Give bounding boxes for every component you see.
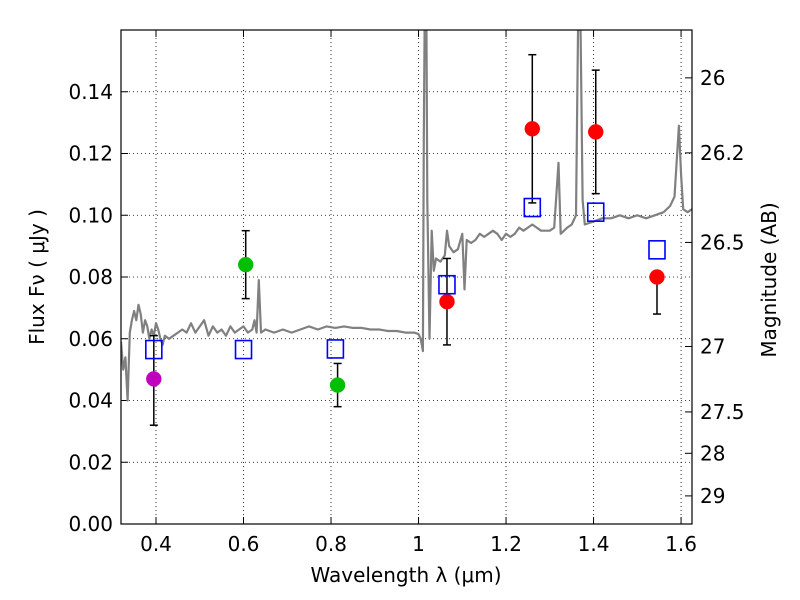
x-tick-label: 0.6 — [228, 532, 260, 556]
y-tick-label: 0.06 — [68, 327, 113, 351]
right-tick-label: 28 — [700, 441, 725, 465]
y-tick-label: 0.02 — [68, 450, 113, 474]
error-bars — [149, 53, 661, 426]
observed-point — [587, 124, 604, 140]
model-points — [145, 197, 666, 360]
model-point — [145, 339, 163, 360]
observed-point — [329, 377, 346, 393]
model-point — [234, 339, 253, 360]
x-tick-label: 1.6 — [665, 532, 697, 556]
model-point — [438, 274, 456, 295]
x-tick-label: 0.8 — [315, 532, 347, 556]
model-spectrum — [121, 30, 692, 402]
observed-points — [146, 121, 665, 393]
right-tick-label: 27.5 — [700, 400, 745, 424]
grid-lines — [121, 30, 692, 524]
spectrum-line — [121, 30, 692, 402]
model-point — [326, 339, 345, 359]
right-tick-label: 26.5 — [700, 230, 745, 254]
x-tick-label: 0.4 — [140, 532, 172, 556]
model-point — [648, 240, 666, 260]
observed-point — [439, 293, 455, 310]
x-tick-label: 1.2 — [490, 532, 522, 556]
x-tick-label: 1 — [412, 532, 425, 556]
y-axis-label: Flux Fν ( μJy ) — [25, 209, 49, 345]
x-axis-label: Wavelength λ (μm) — [310, 563, 501, 587]
model-point — [586, 202, 605, 222]
right-axis-label: Magnitude (AB) — [757, 202, 781, 357]
tick-labels: 0.4 0.6 0.8 1 1.2 1.4 1.6 0.00 0.02 0.04 0.06 0.08 0… — [68, 66, 744, 556]
y-tick-label: 0.00 — [68, 512, 113, 536]
y-tick-label: 0.12 — [68, 142, 113, 166]
right-tick-label: 26 — [700, 66, 725, 90]
x-tick-label: 1.4 — [578, 532, 610, 556]
observed-point — [649, 269, 665, 285]
plot-frame — [120, 29, 693, 525]
right-tick-label: 26.2 — [700, 141, 745, 165]
y-tick-label: 0.04 — [68, 389, 113, 413]
y-tick-label: 0.14 — [68, 80, 113, 104]
y-tick-label: 0.08 — [68, 265, 113, 289]
axis-ticks — [121, 30, 692, 525]
observed-point — [524, 121, 541, 137]
observed-point — [237, 256, 254, 273]
model-point — [523, 197, 542, 218]
y-tick-label: 0.10 — [68, 203, 113, 227]
right-tick-label: 29 — [700, 484, 725, 508]
right-tick-label: 27 — [700, 334, 725, 358]
observed-point — [146, 371, 162, 387]
